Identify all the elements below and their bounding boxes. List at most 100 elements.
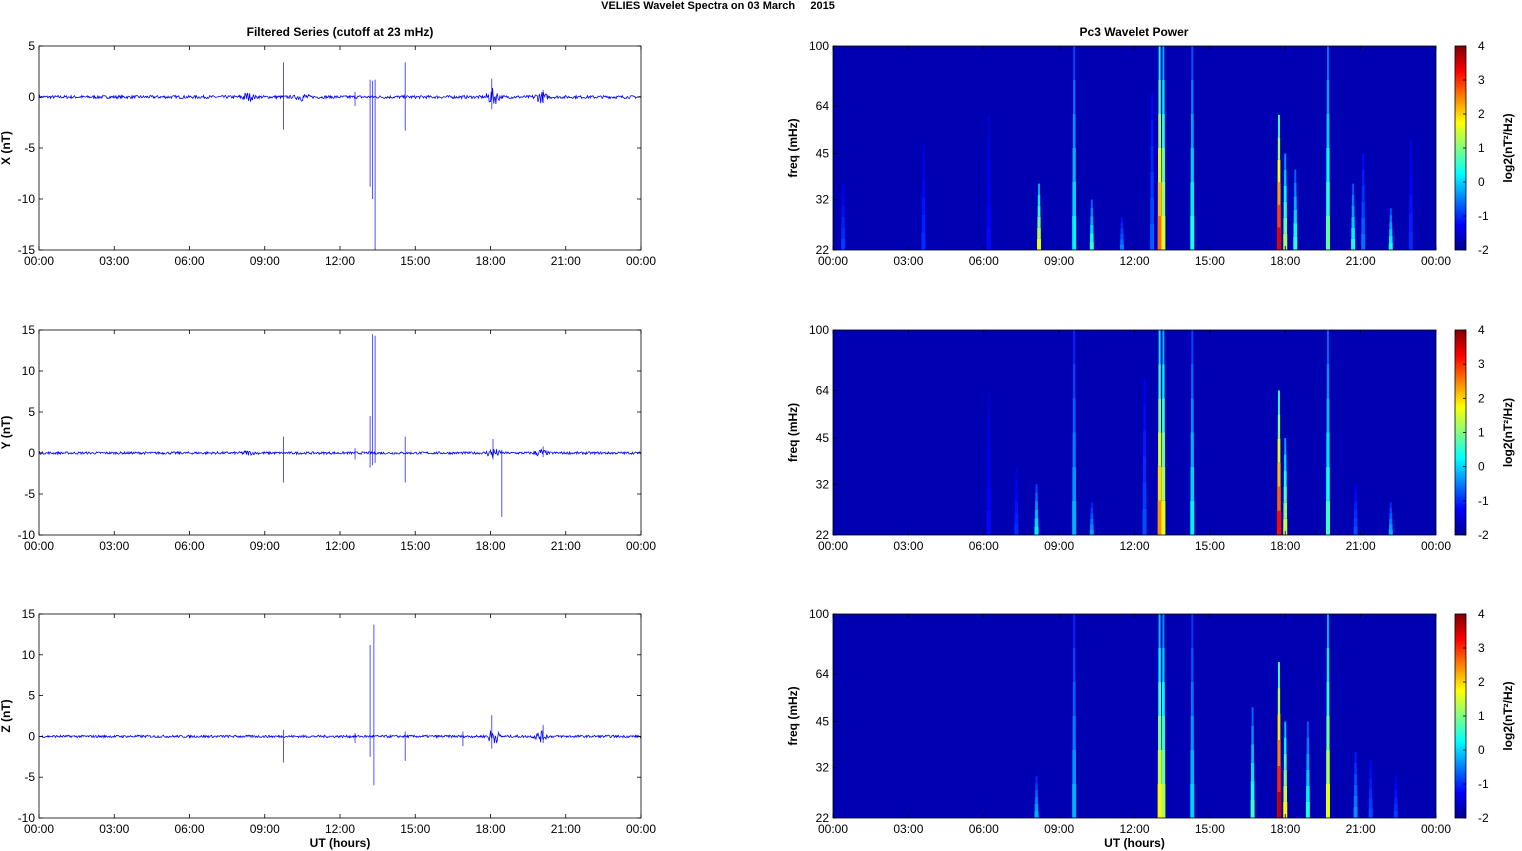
spectrum-event	[1326, 501, 1330, 535]
spectrum-event	[1352, 206, 1355, 217]
spectrum-xtick-label: 09:00	[1044, 254, 1074, 268]
series-xtick-label: 00:00	[626, 539, 656, 553]
spectrum-event	[1090, 524, 1094, 529]
spectrum-event	[1072, 501, 1076, 535]
spectrum-xtick-label: 06:00	[969, 254, 999, 268]
spectrum-event	[1158, 216, 1162, 250]
spectrum-event	[1327, 80, 1329, 114]
spectrum-event	[1091, 208, 1093, 216]
spectrum-event	[1162, 330, 1164, 364]
spectrum-event	[988, 390, 990, 414]
spectrum-event	[1370, 759, 1372, 769]
spectrum-event	[1143, 431, 1146, 457]
spectrum-event	[1191, 330, 1193, 364]
ytick-label: 0	[28, 446, 35, 460]
spectrum-event	[1035, 527, 1039, 535]
spectrum-event	[1072, 784, 1076, 818]
spectrum-event	[1158, 682, 1161, 716]
spectrum-event	[1395, 783, 1397, 790]
spectrum-event	[1284, 186, 1287, 202]
panel-series-2: 151050-5-1000:00 03:00 06:00 09:00 12:00 15:0…	[0, 323, 656, 553]
spectrum-event	[1354, 796, 1358, 807]
spectrum-event	[1161, 501, 1165, 535]
spectrum-event	[1035, 510, 1038, 518]
spectrum-event	[1090, 233, 1094, 241]
spectrum-event	[1283, 503, 1287, 519]
spectrum-event	[1191, 46, 1193, 80]
colorbar-tick-label: -1	[1478, 777, 1489, 791]
spectrum-event	[1073, 80, 1075, 114]
spectrum-event	[1150, 224, 1154, 250]
spectrum-event	[1389, 236, 1393, 243]
spectrum-event	[1277, 766, 1281, 792]
ytick-label: 64	[816, 383, 830, 397]
spectrum-event	[1162, 114, 1165, 148]
spectrum-event	[1355, 752, 1357, 763]
series-xtick-label: 03:00	[99, 254, 129, 268]
spectrum-event	[1158, 398, 1161, 432]
spectrum-event	[1038, 184, 1040, 195]
spectrum-xtick-label: 03:00	[893, 822, 923, 836]
spectrum-event	[1369, 779, 1372, 789]
spectrum-event	[922, 197, 925, 215]
series-xtick-label: 18:00	[475, 254, 505, 268]
series-xtick-label: 00:00	[24, 254, 54, 268]
spectrum-event	[1307, 722, 1309, 738]
spectrum-event	[1327, 614, 1329, 648]
colorbar-tick-label: 4	[1478, 323, 1485, 337]
spectrum-xtick-label: 06:00	[969, 822, 999, 836]
spectrum-event	[1158, 501, 1162, 535]
colorbar-tick-label: -2	[1478, 528, 1489, 542]
spectrum-event	[842, 206, 845, 217]
spectrum-event	[1294, 196, 1297, 209]
spectrum-xtick-label: 09:00	[1044, 539, 1074, 553]
spectrum-event	[1351, 228, 1355, 239]
spectrum-event	[1362, 154, 1364, 170]
spectrum-event	[1327, 114, 1330, 148]
spectrum-event	[1037, 239, 1041, 250]
spectrum-event	[1354, 518, 1358, 526]
spectrum-event	[1326, 433, 1329, 467]
spectrum-event	[1278, 390, 1280, 414]
spectrum-event	[1162, 398, 1165, 432]
colorbar-tick-label: 3	[1478, 641, 1485, 655]
spectrum-event	[1394, 797, 1397, 804]
spectrum-event	[1158, 364, 1160, 398]
spectrum-event	[1251, 781, 1255, 799]
colorbar-tick-label: 0	[1478, 460, 1485, 474]
spectrum-event	[1251, 763, 1254, 781]
spectrum-event	[1355, 484, 1357, 492]
spectrum-event	[1277, 740, 1280, 766]
spectrum-event	[1395, 776, 1397, 783]
spectrum-event	[1284, 722, 1286, 738]
spectrum-event	[1190, 750, 1194, 784]
spectrum-event	[1090, 225, 1093, 233]
spectrum-event	[841, 228, 845, 239]
spectrum-event	[1390, 208, 1392, 215]
spectrum-event	[1284, 770, 1287, 786]
spectrum-event	[1410, 158, 1412, 176]
spectrum-event	[1073, 682, 1076, 716]
spectrum-event	[1161, 216, 1165, 250]
spectrum-event	[1159, 614, 1161, 648]
spectrum-event	[1327, 398, 1330, 432]
spectrum-event	[1251, 744, 1254, 762]
colorbar-tick-label: 0	[1478, 743, 1485, 757]
spectrum-event	[1191, 398, 1194, 432]
spectrum-event	[1190, 784, 1194, 818]
spectrum-event	[1158, 716, 1161, 750]
ytick-label: -5	[24, 141, 35, 155]
ytick-label: 64	[816, 667, 830, 681]
spectrum-event	[1284, 738, 1286, 754]
ytick-label: 0	[28, 729, 35, 743]
right-column-title: Pc3 Wavelet Power	[1080, 25, 1189, 39]
spectrum-event	[1352, 184, 1354, 195]
spectrum-event	[1190, 182, 1194, 216]
spectrum-event	[1327, 46, 1329, 80]
spectrum-event	[1394, 804, 1398, 811]
spectrum-xtick-label: 21:00	[1346, 822, 1376, 836]
spectrum-xtick-label: 03:00	[893, 254, 923, 268]
